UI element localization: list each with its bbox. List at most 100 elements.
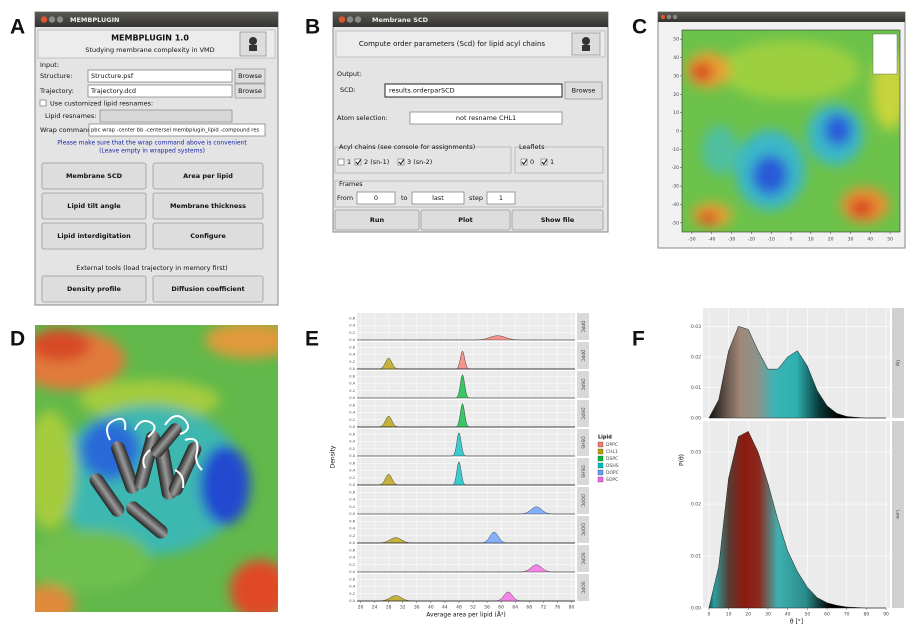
helix bbox=[89, 473, 125, 517]
button-label: Lipid interdigitation bbox=[57, 232, 131, 240]
checkbox[interactable] bbox=[337, 158, 345, 166]
helices bbox=[89, 423, 202, 539]
text-field[interactable] bbox=[384, 83, 563, 98]
y-tick-label: 0.0 bbox=[349, 425, 355, 429]
legend-key bbox=[597, 476, 604, 483]
x-tick-label: 40 bbox=[867, 237, 873, 243]
button[interactable] bbox=[152, 162, 264, 190]
panel-label: C bbox=[632, 16, 647, 39]
y-tick-label: 0.4 bbox=[349, 585, 355, 589]
y-tick-label: -40 bbox=[672, 202, 679, 208]
button[interactable] bbox=[41, 162, 147, 190]
text-field[interactable] bbox=[411, 191, 465, 205]
button-label: Diffusion coefficient bbox=[171, 285, 244, 293]
browse-button[interactable] bbox=[234, 68, 266, 84]
y-tick-label: -20 bbox=[672, 165, 679, 171]
region bbox=[205, 325, 278, 358]
browse-button[interactable] bbox=[564, 81, 603, 100]
checkbox[interactable] bbox=[540, 158, 548, 166]
loop bbox=[184, 437, 203, 471]
colorbar-legend bbox=[872, 33, 898, 75]
button[interactable] bbox=[41, 192, 147, 220]
density-curve bbox=[357, 531, 575, 544]
button[interactable] bbox=[41, 222, 147, 250]
text-field[interactable] bbox=[87, 84, 233, 98]
region bbox=[752, 155, 788, 195]
button-label: Browse bbox=[238, 72, 262, 80]
field-value: not resname CHL1 bbox=[456, 114, 516, 122]
x-tick-label: 0 bbox=[790, 237, 793, 243]
y-tick-label: 0.4 bbox=[349, 382, 355, 386]
text-field[interactable] bbox=[409, 111, 563, 125]
minimize-button[interactable] bbox=[346, 16, 354, 23]
text-field[interactable] bbox=[356, 191, 396, 205]
checkbox-label: 2 (sn-1) bbox=[364, 158, 389, 166]
x-tick-label: 60 bbox=[498, 605, 504, 611]
y-tick-label: 20 bbox=[673, 92, 679, 98]
button[interactable] bbox=[511, 209, 604, 231]
checkbox[interactable] bbox=[354, 158, 362, 166]
y-tick-label: 0.01 bbox=[691, 554, 701, 560]
button[interactable] bbox=[334, 209, 420, 231]
y-tick-label: 0.6 bbox=[349, 461, 355, 465]
facet-panel bbox=[357, 545, 575, 572]
x-tick-label: 40 bbox=[785, 612, 791, 618]
loop bbox=[142, 449, 151, 469]
close-button[interactable] bbox=[338, 16, 346, 23]
density-curve bbox=[357, 335, 575, 341]
button[interactable] bbox=[41, 275, 147, 303]
text-field[interactable] bbox=[99, 109, 233, 123]
region bbox=[200, 445, 250, 525]
facet-panel bbox=[357, 429, 575, 456]
x-tick-label: 52 bbox=[470, 605, 476, 611]
checkbox[interactable] bbox=[397, 158, 405, 166]
maximize-button[interactable] bbox=[672, 14, 678, 20]
minimize-button[interactable] bbox=[666, 14, 672, 20]
icon bbox=[582, 37, 590, 45]
x-tick-label: 20 bbox=[828, 237, 834, 243]
text-field[interactable] bbox=[88, 123, 266, 137]
button[interactable] bbox=[420, 209, 511, 231]
group-box bbox=[334, 180, 604, 208]
x-tick-label: -10 bbox=[768, 237, 775, 243]
close-button[interactable] bbox=[660, 14, 666, 20]
density-curve bbox=[357, 374, 575, 399]
button[interactable] bbox=[152, 222, 264, 250]
group-box bbox=[334, 146, 512, 174]
text-field[interactable] bbox=[486, 191, 516, 205]
y-tick-label: 0.2 bbox=[349, 418, 355, 422]
field-value: Trajectory.dcd bbox=[90, 87, 136, 95]
group-box bbox=[514, 146, 604, 174]
maximize-button[interactable] bbox=[354, 16, 362, 23]
x-tick-label: 80 bbox=[569, 605, 575, 611]
checkbox-label: 3 (sn-2) bbox=[407, 158, 432, 166]
button-row: Run Plot Show file bbox=[334, 209, 604, 231]
region bbox=[698, 212, 718, 224]
y-tick-label: 0.0 bbox=[349, 454, 355, 458]
y-tick-label: -10 bbox=[672, 147, 679, 153]
checkbox[interactable] bbox=[39, 99, 47, 107]
button-label: Lipid tilt angle bbox=[67, 202, 121, 210]
close-button[interactable] bbox=[40, 16, 48, 23]
facet-label: DSPC bbox=[580, 378, 586, 390]
heading: Compute order parameters (Scd) for lipid… bbox=[359, 40, 545, 48]
maximize-button[interactable] bbox=[56, 16, 64, 23]
facet-label: DSHS bbox=[580, 465, 586, 478]
panel-label: B bbox=[305, 16, 320, 39]
facet-label: Up bbox=[895, 360, 901, 366]
browse-button[interactable] bbox=[234, 83, 266, 99]
x-tick-label: 48 bbox=[456, 605, 462, 611]
label: Input: bbox=[40, 61, 59, 69]
button[interactable] bbox=[152, 192, 264, 220]
checkbox[interactable] bbox=[520, 158, 528, 166]
button[interactable] bbox=[152, 275, 264, 303]
x-tick-label: 56 bbox=[484, 605, 490, 611]
loop bbox=[105, 417, 127, 441]
legend-key bbox=[597, 469, 604, 476]
text-field[interactable] bbox=[87, 69, 233, 83]
minimize-button[interactable] bbox=[48, 16, 56, 23]
density-curve bbox=[357, 432, 575, 457]
y-tick-label: 0.03 bbox=[691, 324, 701, 330]
region bbox=[80, 380, 220, 420]
group-label: Acyl chains (see console for assignments… bbox=[339, 143, 475, 151]
